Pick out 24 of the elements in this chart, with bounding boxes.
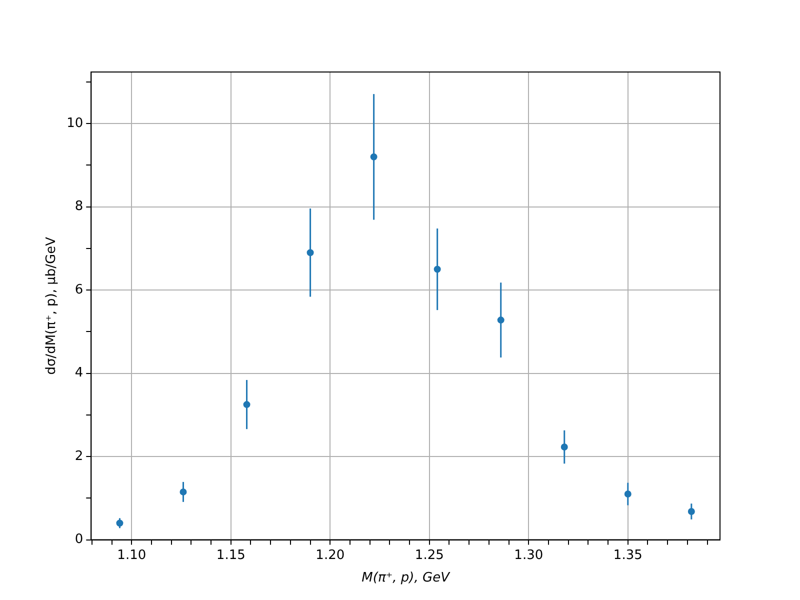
point — [434, 266, 441, 273]
point — [624, 490, 632, 498]
x-tick-label: 1.15 — [216, 548, 246, 563]
y-tick-label: 4 — [74, 366, 84, 381]
point — [243, 401, 250, 408]
x-tick-label: 1.30 — [514, 548, 544, 563]
text: 1.10 — [117, 548, 146, 563]
point — [306, 249, 314, 256]
point — [497, 316, 504, 324]
y-tick-label: 8 — [74, 199, 84, 214]
point — [688, 508, 695, 515]
y-tick-label: 6 — [74, 282, 84, 298]
y-tick-label: 0 — [74, 532, 84, 548]
x-tick-label: 1.25 — [414, 548, 444, 563]
point — [370, 153, 378, 160]
point — [560, 443, 568, 450]
y-tick-label: 10 — [66, 116, 84, 131]
point — [116, 520, 124, 527]
y-tick-label: 2 — [74, 448, 84, 464]
x-tick-label: 1.20 — [316, 548, 345, 563]
point — [180, 488, 187, 496]
x-axis-title: M(π⁺, p), GeV — [362, 570, 451, 586]
y-axis-title: dσ/dM(π⁺, p), μb/GeV — [44, 236, 60, 375]
x-tick-label: 1.35 — [613, 548, 642, 563]
